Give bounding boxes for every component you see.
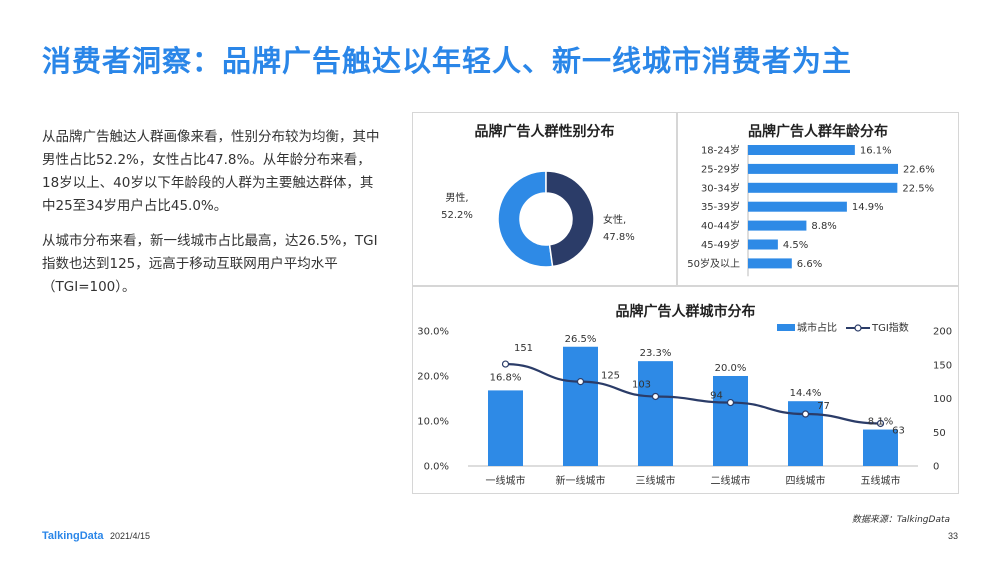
summary-paragraph-gender-age: 从品牌广告触达人群画像来看，性别分布较为均衡，其中男性占比52.2%，女性占比4…: [42, 129, 380, 214]
city-category-label: 二线城市: [711, 474, 751, 487]
city-bar-label: 20.0%: [715, 363, 747, 374]
age-value-label: 22.6%: [903, 164, 935, 175]
city-bar-label: 8.1%: [868, 417, 893, 428]
legend-swatch-point: [854, 324, 862, 332]
age-tick-label: 25-29岁: [701, 162, 740, 175]
city-bar: [713, 376, 748, 466]
city-bar: [863, 429, 898, 466]
tgi-point: [501, 360, 510, 368]
age-bar-chart: 18-24岁 16.1% 25-29岁 22.6% 30-34岁 22.5% 35-39岁 1…: [687, 144, 935, 277]
data-source: 数据来源：TalkingData: [851, 515, 950, 525]
legend-label-bar: 城市占比: [797, 321, 837, 334]
city-bar-label: 23.3%: [640, 348, 672, 359]
age-tick-label: 40-44岁: [701, 219, 740, 232]
city-legend: 城市占比 TGI指数: [777, 321, 909, 334]
donut-slice-female: [545, 170, 595, 268]
age-value-label: 14.9%: [852, 202, 884, 213]
city-category-label: 五线城市: [861, 474, 901, 487]
city-bar-label: 16.8%: [490, 372, 522, 383]
city-right-tick: 0: [933, 462, 939, 473]
age-value-label: 8.8%: [811, 221, 836, 232]
city-bar-label: 14.4%: [790, 388, 822, 399]
city-right-tick: 100: [933, 394, 952, 405]
city-category-label: 三线城市: [636, 474, 676, 487]
tgi-value-label: 125: [601, 371, 620, 382]
age-bar: [748, 201, 847, 212]
age-value-label: 4.5%: [783, 240, 808, 251]
age-tick-label: 30-34岁: [701, 181, 740, 194]
tgi-point: [876, 419, 885, 428]
city-bar: [563, 346, 598, 466]
age-bar: [748, 220, 807, 231]
city-bar: [488, 390, 523, 466]
age-tick-label: 50岁及以上: [687, 257, 740, 270]
tgi-value-label: 63: [892, 425, 905, 436]
tgi-point: [576, 378, 585, 386]
tgi-value-label: 77: [817, 401, 830, 412]
footer-date: 2021/4/15: [110, 531, 151, 541]
age-bar: [748, 239, 778, 250]
donut-label-male: 男性, 52.2%: [441, 191, 473, 221]
city-combo-chart: 0.0% 10.0% 20.0% 30.0% 0 50 100 150 200 16.8% 26.5…: [417, 321, 952, 487]
age-tick-label: 45-49岁: [701, 238, 740, 251]
age-bar: [748, 258, 792, 269]
age-bar: [748, 182, 898, 193]
age-chart-title: 品牌广告人群年龄分布: [748, 124, 888, 140]
summary-text: 从品牌广告触达人群画像来看，性别分布较为均衡，其中男性占比52.2%，女性占比4…: [42, 126, 382, 311]
donut-label-female: 女性, 47.8%: [603, 213, 635, 243]
talkingdata-logo: TalkingData: [42, 530, 104, 542]
city-category-label: 四线城市: [786, 474, 826, 487]
age-bar: [748, 163, 898, 174]
gender-donut-chart: 男性, 52.2% 女性, 47.8%: [441, 170, 635, 268]
age-value-label: 6.6%: [797, 259, 822, 270]
age-chart-panel: 品牌广告人群年龄分布 18-24岁 16.1% 25-29岁 22.6% 30-34岁 2…: [677, 112, 959, 286]
tgi-point: [726, 398, 735, 407]
city-left-tick: 30.0%: [417, 327, 449, 338]
donut-slice-male: [497, 170, 554, 268]
city-bar-label: 26.5%: [565, 334, 597, 345]
city-left-tick: 0.0%: [424, 462, 449, 473]
legend-swatch-bar: [777, 324, 795, 331]
tgi-point: [801, 410, 810, 418]
gender-chart-panel: 品牌广告人群性别分布 男性, 52.2% 女性, 47.8%: [412, 112, 677, 286]
gender-chart-title: 品牌广告人群性别分布: [474, 124, 615, 140]
tgi-line: [505, 362, 881, 425]
city-category-label: 新一线城市: [556, 474, 606, 487]
city-left-tick: 20.0%: [417, 372, 449, 383]
age-tick-label: 35-39岁: [701, 200, 740, 213]
city-right-tick: 150: [933, 360, 952, 371]
age-value-label: 16.1%: [860, 146, 892, 157]
age-tick-label: 18-24岁: [701, 144, 740, 157]
city-left-tick: 10.0%: [417, 417, 449, 428]
page-title: 消费者洞察：品牌广告触达以年轻人、新一线城市消费者为主: [42, 44, 853, 78]
tgi-point: [651, 392, 660, 401]
tgi-value-label: 151: [514, 343, 533, 354]
age-bar: [748, 145, 855, 155]
city-category-label: 一线城市: [486, 474, 526, 487]
page-number: 33: [947, 531, 958, 541]
city-bar: [638, 361, 673, 466]
city-chart-panel: 品牌广告人群城市分布 0.0% 10.0% 20.0% 30.0% 0 50 100 150 2…: [412, 286, 959, 494]
summary-paragraph-city: 从城市分布来看，新一线城市占比最高，达26.5%，TGI指数也达到125，远高于…: [42, 233, 378, 295]
age-value-label: 22.5%: [902, 183, 934, 194]
legend-label-line: TGI指数: [871, 321, 909, 334]
city-right-tick: 200: [933, 327, 952, 338]
tgi-value-label: 94: [710, 391, 723, 402]
city-chart-title: 品牌广告人群城市分布: [615, 304, 756, 320]
tgi-value-label: 103: [632, 379, 651, 390]
city-right-tick: 50: [933, 428, 946, 439]
